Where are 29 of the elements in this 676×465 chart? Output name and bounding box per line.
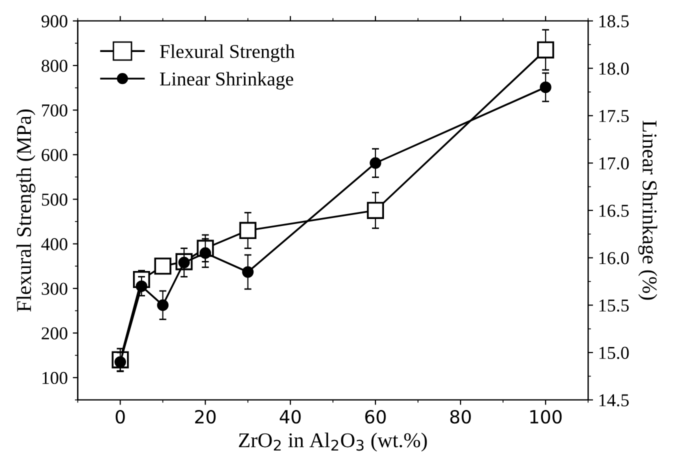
y2-tick-label: 18.0: [599, 62, 629, 75]
y2-tick-label: 16.0: [599, 252, 629, 264]
y-tick-label: 900: [42, 15, 68, 28]
y2-tick-label: 16.5: [599, 204, 629, 217]
y-tick-label: 600: [42, 148, 68, 162]
y2-tick-label: 14.5: [599, 394, 629, 406]
y2-tick-label: 15.0: [599, 346, 629, 360]
y2-tick-label: 18.5: [599, 15, 629, 28]
y-tick-label: 500: [42, 194, 68, 206]
y-axis-title: Flexural Strength (MPa): [16, 109, 36, 312]
y2-tick-label: 17.0: [599, 157, 629, 170]
x-axis-title: ZrO$_{2}$ in Al$_{2}$O$_{3}$ (wt.%): [238, 432, 427, 452]
y-tick-label: 300: [42, 282, 68, 295]
x-tick-label: 40: [280, 410, 301, 424]
x-tick-label: 0: [116, 410, 125, 424]
y-tick-label: 700: [42, 104, 68, 117]
y2-tick-label: 15.5: [599, 300, 629, 312]
x-tick-label: 100: [530, 410, 562, 424]
legend-label: Linear Shrinkage: [160, 72, 294, 90]
y2-axis-title: Linear Shrinkage (%): [638, 120, 658, 300]
x-tick-label: 80: [450, 410, 471, 424]
y-tick-label: 200: [42, 327, 68, 340]
y-tick-label: 800: [42, 60, 68, 72]
y-tick-label: 400: [41, 238, 68, 250]
x-tick-label: 60: [365, 410, 386, 424]
y2-tick-label: 17.5: [599, 110, 629, 122]
legend-label: Flexural Strength: [160, 44, 295, 62]
x-tick-label: 20: [195, 410, 216, 424]
y-tick-label: 100: [42, 372, 68, 384]
